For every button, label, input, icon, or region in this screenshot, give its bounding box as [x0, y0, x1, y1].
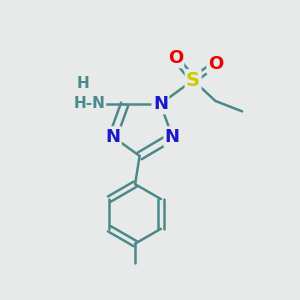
Text: N: N — [105, 128, 120, 146]
Text: O: O — [168, 49, 183, 67]
Text: N: N — [165, 128, 180, 146]
Text: O: O — [208, 55, 223, 73]
Text: H-N: H-N — [73, 96, 105, 111]
Text: N: N — [153, 95, 168, 113]
Text: S: S — [186, 71, 200, 90]
Text: H: H — [77, 76, 89, 91]
